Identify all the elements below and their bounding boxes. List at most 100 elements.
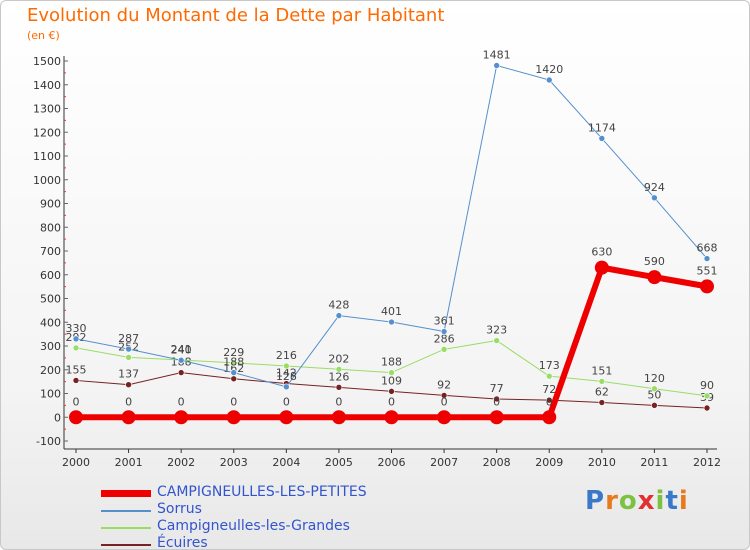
y-tick-label: 0 (54, 411, 61, 424)
proxiti-logo: Proxiti (585, 486, 689, 516)
data-point (440, 346, 448, 353)
data-point (388, 369, 395, 376)
data-point (598, 399, 606, 406)
data-point (125, 354, 132, 361)
legend-swatch (101, 490, 151, 497)
data-label: 188 (381, 356, 402, 369)
data-point (440, 328, 448, 335)
data-point (493, 62, 500, 69)
data-label: 0 (493, 395, 500, 408)
data-point (226, 410, 241, 425)
data-label: 1174 (588, 121, 616, 134)
data-label: 0 (178, 395, 185, 408)
data-label: 323 (486, 324, 507, 337)
data-label: 241 (171, 343, 192, 356)
data-label: 50 (647, 388, 661, 401)
y-tick-label: -100 (36, 435, 61, 448)
data-point (283, 383, 290, 391)
x-tick-label: 2008 (483, 456, 511, 469)
data-point (177, 369, 185, 376)
logo-letter: r (605, 486, 619, 516)
data-point (545, 372, 553, 380)
logo-letter: P (585, 486, 606, 516)
data-label: 330 (66, 322, 87, 335)
logo-letter: o (618, 486, 638, 516)
y-tick-label: 500 (40, 293, 61, 306)
data-point (437, 410, 452, 425)
data-label: 0 (388, 395, 395, 408)
y-tick-label: 1300 (33, 103, 61, 116)
x-tick-label: 2005 (325, 456, 353, 469)
y-tick-label: 800 (40, 221, 61, 234)
data-point (69, 410, 83, 425)
data-point (283, 362, 290, 370)
data-label: 630 (591, 246, 612, 259)
data-point (331, 410, 346, 425)
data-label: 62 (595, 386, 609, 399)
y-tick-label: 1000 (33, 174, 61, 187)
data-label: 0 (73, 395, 80, 408)
data-label: 72 (542, 383, 556, 396)
legend-swatch (101, 527, 151, 529)
chart-title: Evolution du Montant de la Dette par Hab… (27, 5, 445, 26)
data-point (493, 337, 500, 344)
data-point (177, 356, 185, 364)
x-tick-label: 2001 (115, 456, 143, 469)
data-point (493, 395, 500, 403)
data-label: 428 (328, 299, 349, 312)
data-label: 361 (434, 315, 455, 328)
data-point (230, 375, 238, 383)
data-point (335, 384, 343, 391)
x-tick-label: 2007 (430, 456, 458, 469)
data-label: 401 (381, 305, 402, 318)
data-point (335, 312, 343, 319)
data-label: 1481 (483, 49, 511, 62)
y-tick-label: 1400 (33, 79, 61, 92)
data-label: 0 (441, 395, 448, 408)
data-point (388, 388, 395, 395)
data-label: 202 (328, 352, 349, 365)
data-point (703, 392, 711, 400)
data-point (388, 318, 395, 326)
x-tick-label: 2002 (167, 456, 195, 469)
y-tick-label: 700 (40, 245, 61, 258)
data-label: 0 (283, 395, 290, 408)
data-label: 590 (644, 255, 665, 268)
data-label: 120 (644, 372, 665, 385)
data-label: 173 (539, 359, 560, 372)
data-label: 137 (118, 368, 139, 381)
chart-unit: (en €) (27, 29, 60, 42)
data-label: 142 (276, 367, 297, 380)
data-label: 1420 (535, 63, 563, 76)
data-label: 551 (697, 264, 718, 277)
data-label: 92 (437, 378, 451, 391)
logo-letter: i (678, 486, 689, 516)
series-line (75, 65, 708, 388)
legend-swatch (101, 544, 151, 546)
data-point (72, 377, 80, 384)
data-point (440, 392, 448, 399)
data-point (703, 255, 711, 262)
legend-label: Sorrus (157, 501, 202, 517)
data-label: 0 (125, 395, 132, 408)
data-point (121, 410, 136, 425)
data-point (72, 335, 80, 343)
data-point (125, 381, 132, 389)
data-point (489, 410, 504, 425)
logo-letter: x (637, 486, 656, 516)
y-tick-label: 1200 (33, 126, 61, 139)
data-label: 240 (171, 343, 192, 356)
legend-label: Écuires (157, 535, 208, 550)
data-label: 668 (697, 242, 718, 255)
x-tick-label: 2011 (640, 456, 668, 469)
logo-letter: t (665, 486, 679, 516)
data-label: 109 (381, 374, 402, 387)
data-point (647, 270, 662, 285)
data-point (651, 385, 658, 393)
y-tick-label: 600 (40, 269, 61, 282)
data-label: 287 (118, 332, 139, 345)
x-tick-label: 2003 (220, 456, 248, 469)
data-point (125, 345, 132, 353)
